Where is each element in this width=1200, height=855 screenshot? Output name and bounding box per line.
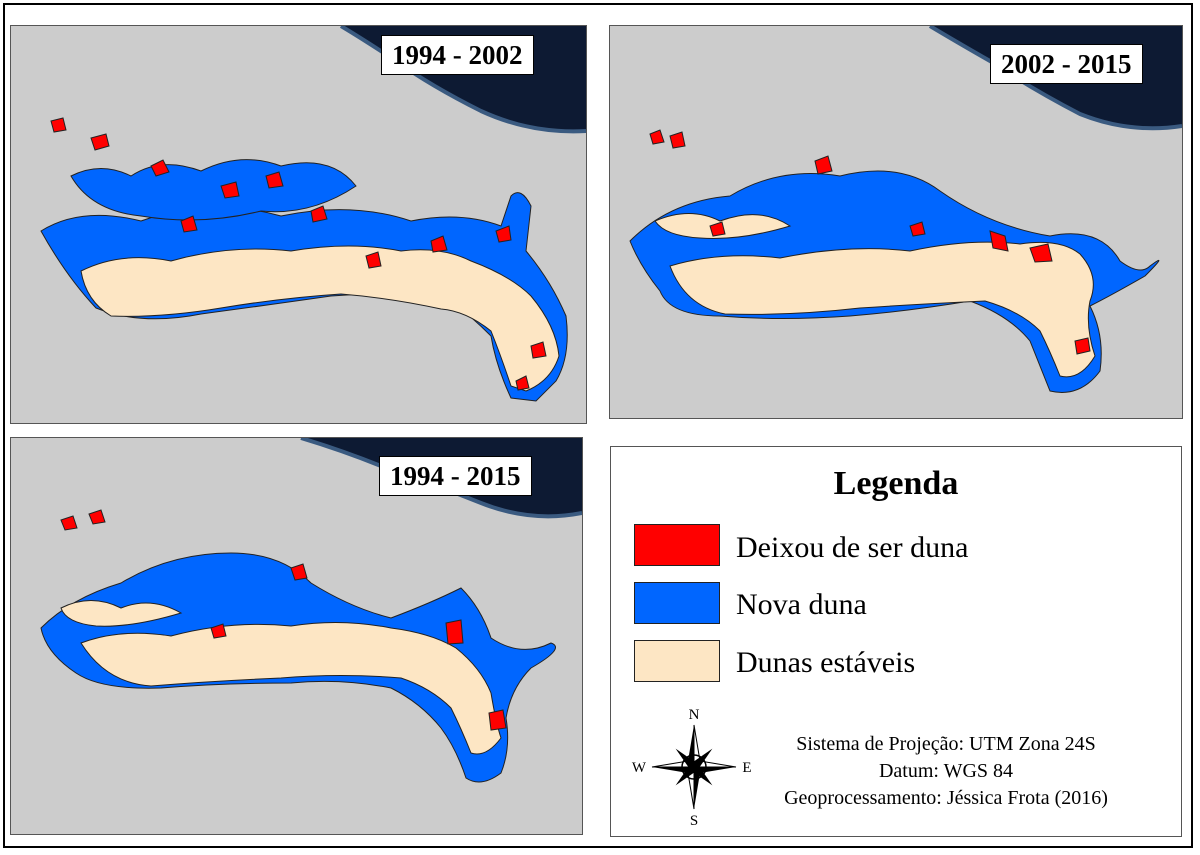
compass-north-label: N [689, 707, 700, 723]
figure-frame [3, 3, 1193, 848]
dune-stable-layer [60, 600, 502, 755]
compass-east-label: E [742, 760, 751, 776]
coastline [928, 26, 1182, 131]
legend-swatch-stable-dune [634, 640, 720, 682]
legend-label-stable-dune: Dunas estáveis [736, 646, 916, 679]
compass-west-label: W [632, 760, 647, 776]
credit-text: Geoprocessamento: Jéssica Frota (2016) [784, 787, 1108, 809]
map-panel-2002-2015: 2002 - 2015 [609, 25, 1183, 419]
map-info: Sistema de Projeção: UTM Zona 24S Datum:… [746, 731, 1146, 812]
compass-rose-icon: N S E W [632, 707, 752, 825]
map-canvas [40, 438, 582, 783]
legend-title: Legenda [833, 465, 959, 502]
legend-swatch-lost-dune [634, 524, 720, 566]
legend-swatch-new-dune [634, 582, 720, 624]
panel-title: 2002 - 2015 [990, 44, 1143, 84]
coastline [339, 26, 586, 134]
panel-title: 1994 - 2002 [381, 35, 534, 75]
map-panel-1994-2015: 1994 - 2015 [10, 437, 583, 835]
panel-title: 1994 - 2015 [379, 456, 532, 496]
dune-stable-layer [80, 245, 560, 392]
legend-label-lost-dune: Deixou de ser duna [736, 531, 969, 564]
projection-text: Sistema de Projeção: UTM Zona 24S [796, 733, 1096, 755]
datum-text: Datum: WGS 84 [878, 760, 1014, 782]
map-canvas [629, 26, 1182, 393]
dune-red-layer [60, 509, 507, 731]
compass-south-label: S [690, 813, 698, 825]
legend-panel: Legenda Deixou de ser duna Nova duna Dun… [610, 446, 1182, 837]
dune-red-layer [649, 129, 1091, 355]
legend-label-new-dune: Nova duna [736, 588, 867, 621]
map-canvas [40, 26, 586, 402]
dune-red-layer [50, 117, 547, 391]
map-panel-1994-2002: 1994 - 2002 [10, 25, 587, 424]
